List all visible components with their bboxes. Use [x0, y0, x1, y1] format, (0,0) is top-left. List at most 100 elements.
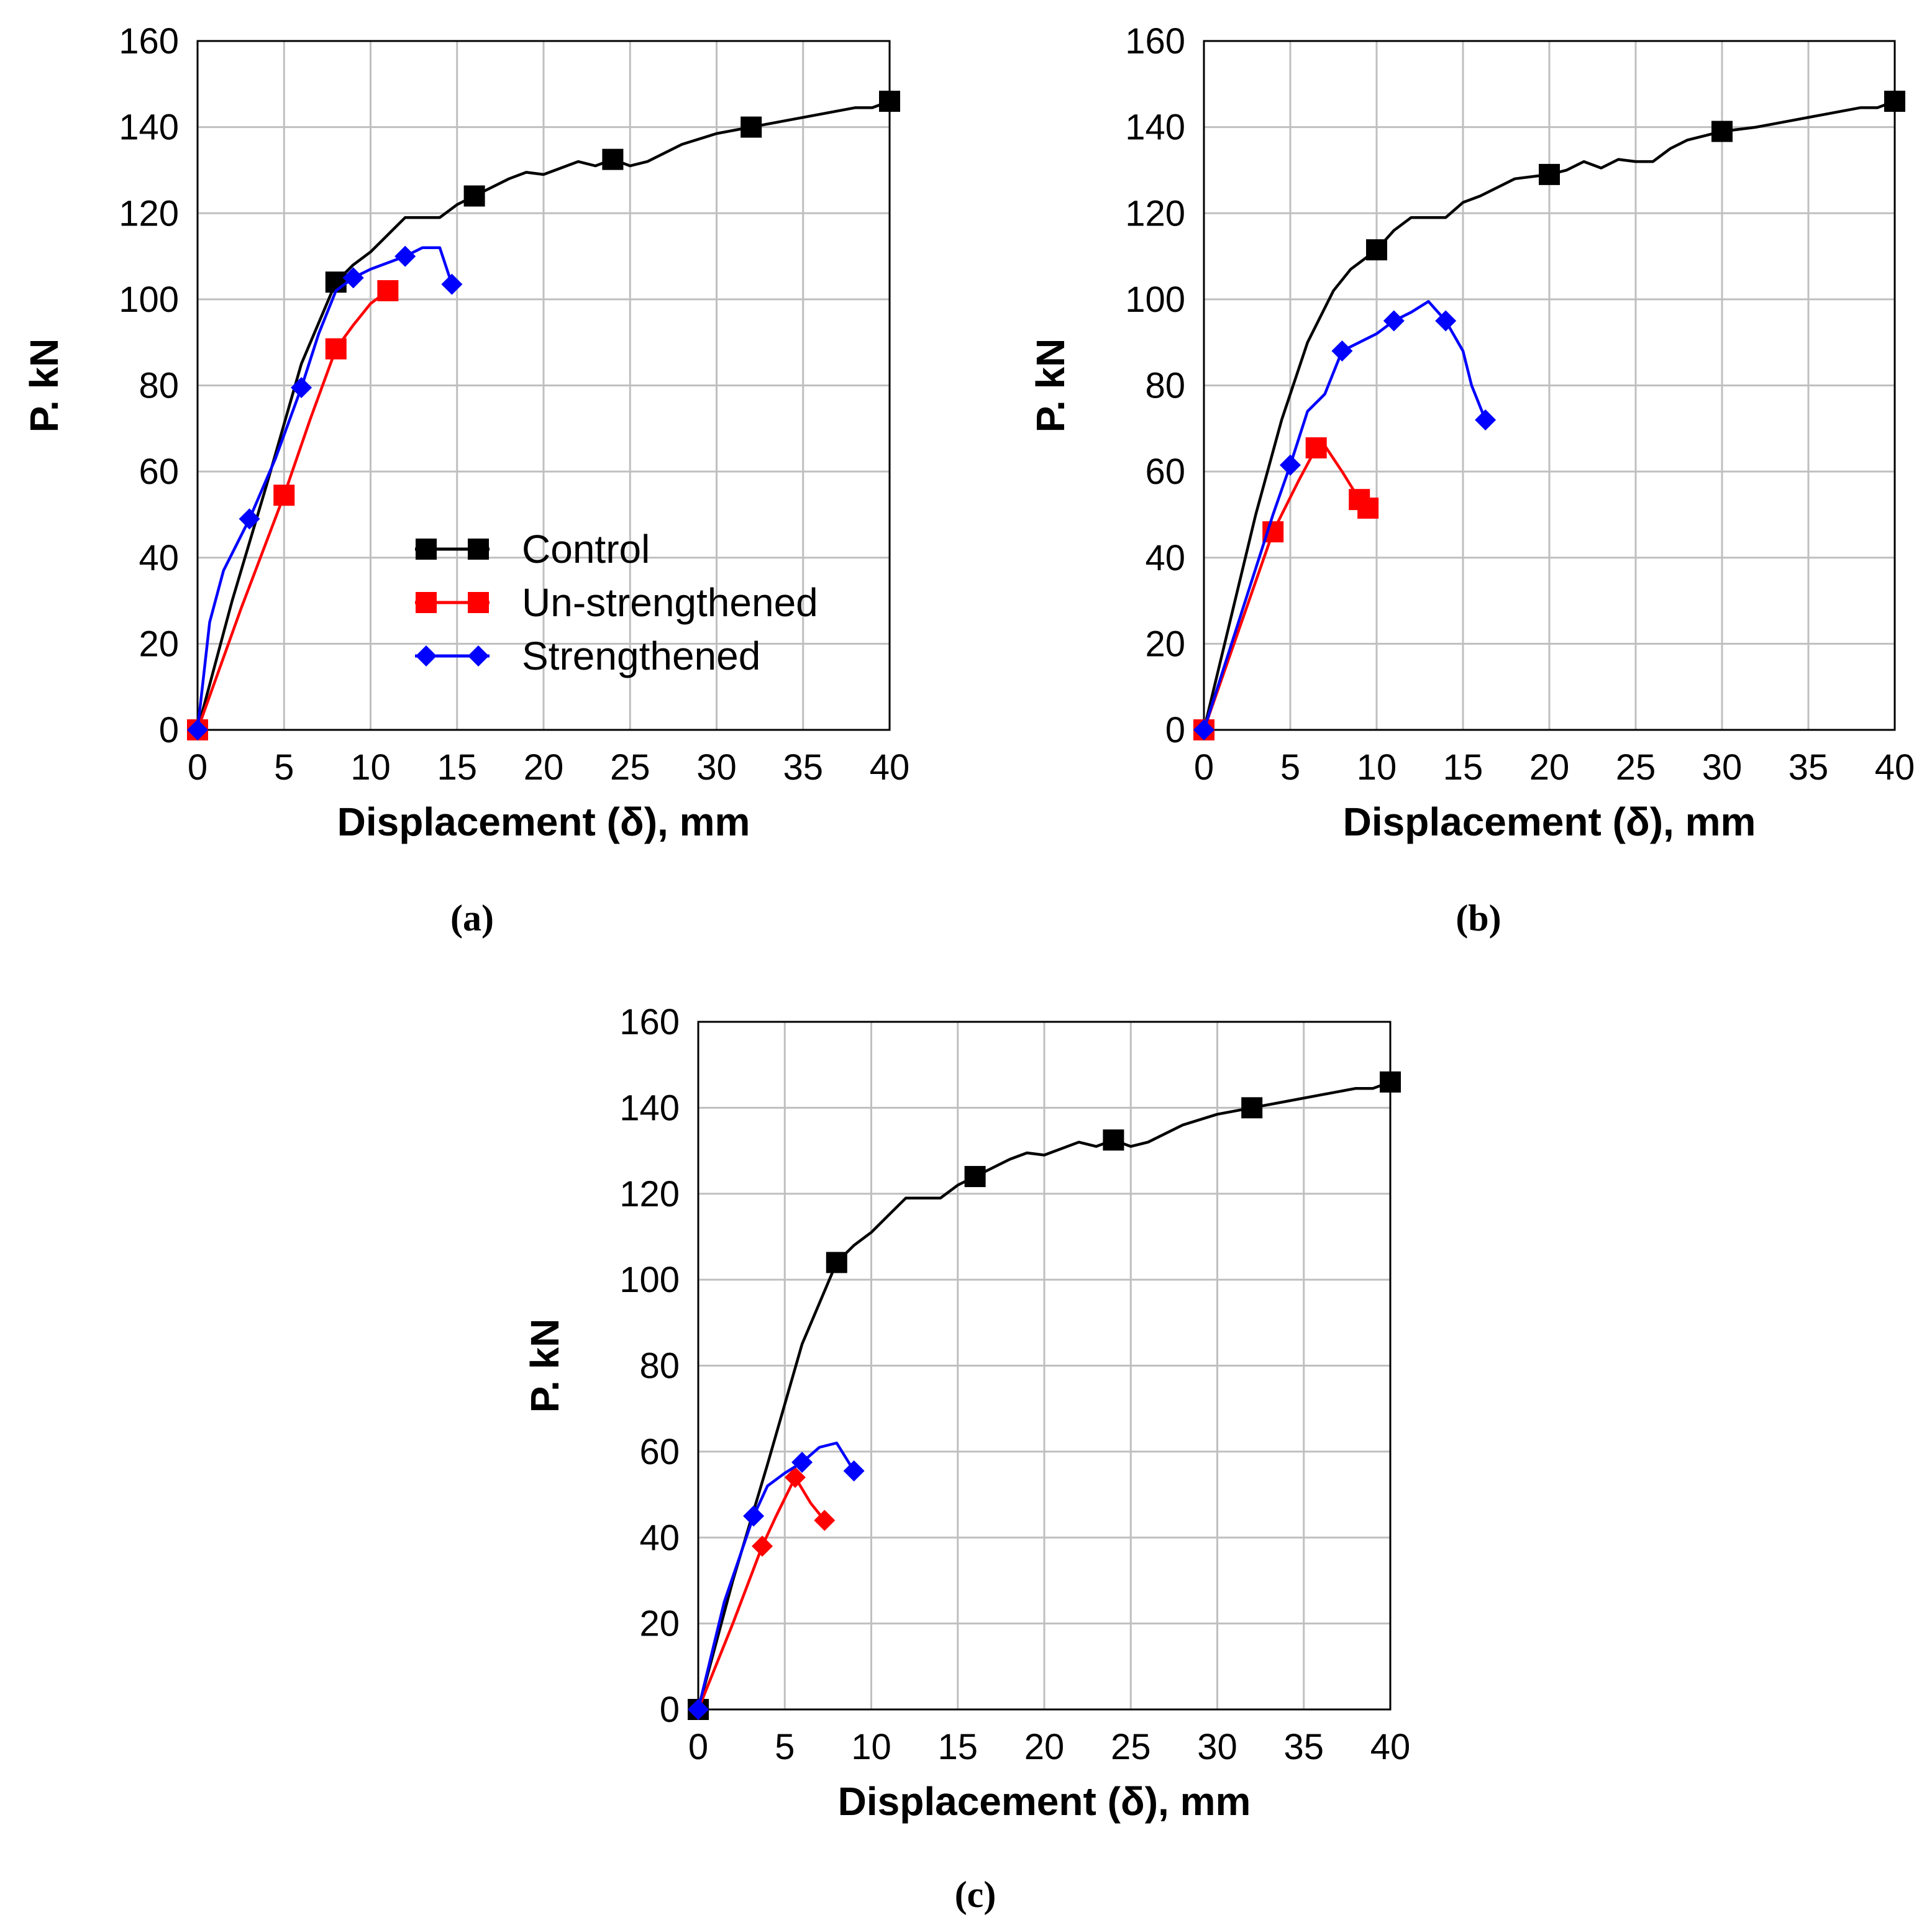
y-tick-label: 80	[1145, 366, 1185, 406]
y-tick-label: 0	[1165, 710, 1185, 750]
data-point-marker	[1435, 310, 1457, 332]
panel-label: (a)	[450, 898, 494, 939]
x-tick-label: 0	[688, 1727, 708, 1767]
plot-frame	[196, 40, 891, 731]
legend: Control Un-strengthened Strengthened	[415, 527, 818, 678]
x-tick-label: 40	[870, 747, 910, 788]
x-axis-title: Displacement (δ), mm	[337, 799, 750, 844]
y-tick-label: 20	[1145, 624, 1185, 664]
series-line	[696, 1476, 826, 1710]
y-tick-label: 20	[639, 1604, 680, 1644]
series-control	[1193, 91, 1905, 740]
y-tick-label: 60	[139, 452, 179, 492]
data-point-marker	[1241, 1097, 1263, 1119]
legend-label: Strengthened	[522, 634, 760, 678]
series-line	[1202, 300, 1487, 730]
y-tick-label: 40	[139, 538, 179, 578]
y-tick-label: 140	[1125, 107, 1185, 148]
x-tick-label: 10	[1357, 747, 1397, 788]
legend-marker	[416, 645, 437, 667]
x-tick-label: 25	[1111, 1727, 1151, 1767]
x-tick-label: 20	[1529, 747, 1570, 788]
y-tick-label: 140	[119, 107, 179, 148]
data-point-marker	[879, 91, 900, 112]
legend-marker	[468, 645, 489, 667]
series-line	[196, 289, 389, 730]
data-point-marker	[1193, 719, 1214, 740]
data-point-marker	[1539, 163, 1560, 185]
data-point-marker	[1380, 1071, 1401, 1093]
panel-label: (c)	[955, 1874, 996, 1915]
data-point-marker	[463, 185, 485, 207]
x-tick-label: 35	[1788, 747, 1829, 788]
x-tick-label: 5	[1280, 747, 1300, 788]
legend-marker	[468, 539, 489, 560]
data-point-marker	[1305, 437, 1327, 459]
y-axis-title: P. kN	[1028, 339, 1073, 433]
y-tick-label: 80	[639, 1346, 680, 1386]
data-point-marker	[688, 1699, 709, 1720]
data-point-marker	[743, 1505, 765, 1527]
data-point-marker	[1383, 310, 1405, 332]
y-tick-label: 100	[1125, 280, 1185, 320]
x-tick-label: 20	[1024, 1727, 1065, 1767]
y-tick-label: 80	[139, 366, 179, 406]
x-tick-label: 15	[437, 747, 477, 788]
data-point-marker	[791, 1452, 813, 1473]
data-point-marker	[784, 1467, 806, 1488]
legend-marker	[416, 592, 437, 613]
data-point-marker	[239, 508, 260, 530]
data-point-marker	[1103, 1129, 1124, 1151]
y-tick-label: 140	[619, 1088, 680, 1128]
y-tick-label: 120	[119, 193, 179, 234]
y-axis-title: P. kN	[522, 1319, 567, 1413]
series-strengthened	[1193, 300, 1497, 740]
y-tick-label: 40	[1145, 538, 1185, 578]
x-tick-label: 25	[610, 747, 650, 788]
plot-frame	[1203, 40, 1896, 731]
data-point-marker	[291, 376, 312, 398]
x-tick-label: 20	[524, 747, 564, 788]
y-tick-label: 160	[619, 1002, 680, 1042]
x-tick-label: 15	[1443, 747, 1483, 788]
data-point-marker	[1331, 340, 1353, 362]
x-tick-label: 30	[696, 747, 737, 788]
y-tick-label: 160	[1125, 21, 1185, 61]
series-strengthened	[688, 1441, 865, 1720]
plot-frame	[697, 1021, 1392, 1711]
data-point-marker	[325, 338, 347, 360]
legend-entry: Un-strengthened	[415, 580, 818, 625]
x-tick-label: 40	[1875, 747, 1915, 788]
x-tick-label: 30	[1702, 747, 1743, 788]
y-tick-label: 100	[619, 1260, 680, 1300]
x-tick-label: 40	[1370, 1727, 1411, 1767]
chart-panel-c: 0 5 10 15 20 25 30 35 40 0 20 40 60 80 100 120 140 160 Dis…	[522, 1002, 1410, 1915]
data-point-marker	[740, 116, 762, 138]
data-point-marker	[187, 719, 208, 740]
data-point-marker	[377, 280, 399, 302]
x-tick-label: 0	[188, 747, 207, 788]
x-tick-label: 5	[274, 747, 294, 788]
legend-entry: Strengthened	[415, 634, 760, 678]
data-point-marker	[441, 273, 463, 295]
data-point-marker	[843, 1460, 865, 1482]
y-tick-label: 40	[639, 1518, 680, 1558]
data-point-marker	[1357, 498, 1379, 519]
data-point-marker	[1475, 409, 1497, 430]
data-point-marker	[1884, 91, 1905, 112]
data-point-marker	[394, 245, 416, 267]
legend-label: Control	[522, 527, 650, 571]
x-axis-title: Displacement (δ), mm	[838, 1779, 1251, 1824]
data-point-marker	[1366, 239, 1387, 261]
data-point-marker	[814, 1509, 836, 1531]
data-point-marker	[602, 148, 624, 170]
data-point-marker	[1711, 121, 1733, 142]
data-point-marker	[826, 1252, 847, 1273]
legend-marker	[468, 592, 489, 613]
x-tick-label: 15	[937, 1727, 978, 1767]
y-tick-label: 120	[1125, 193, 1185, 234]
y-tick-label: 60	[639, 1432, 680, 1472]
data-point-marker	[273, 485, 295, 506]
y-tick-label: 100	[119, 280, 179, 320]
